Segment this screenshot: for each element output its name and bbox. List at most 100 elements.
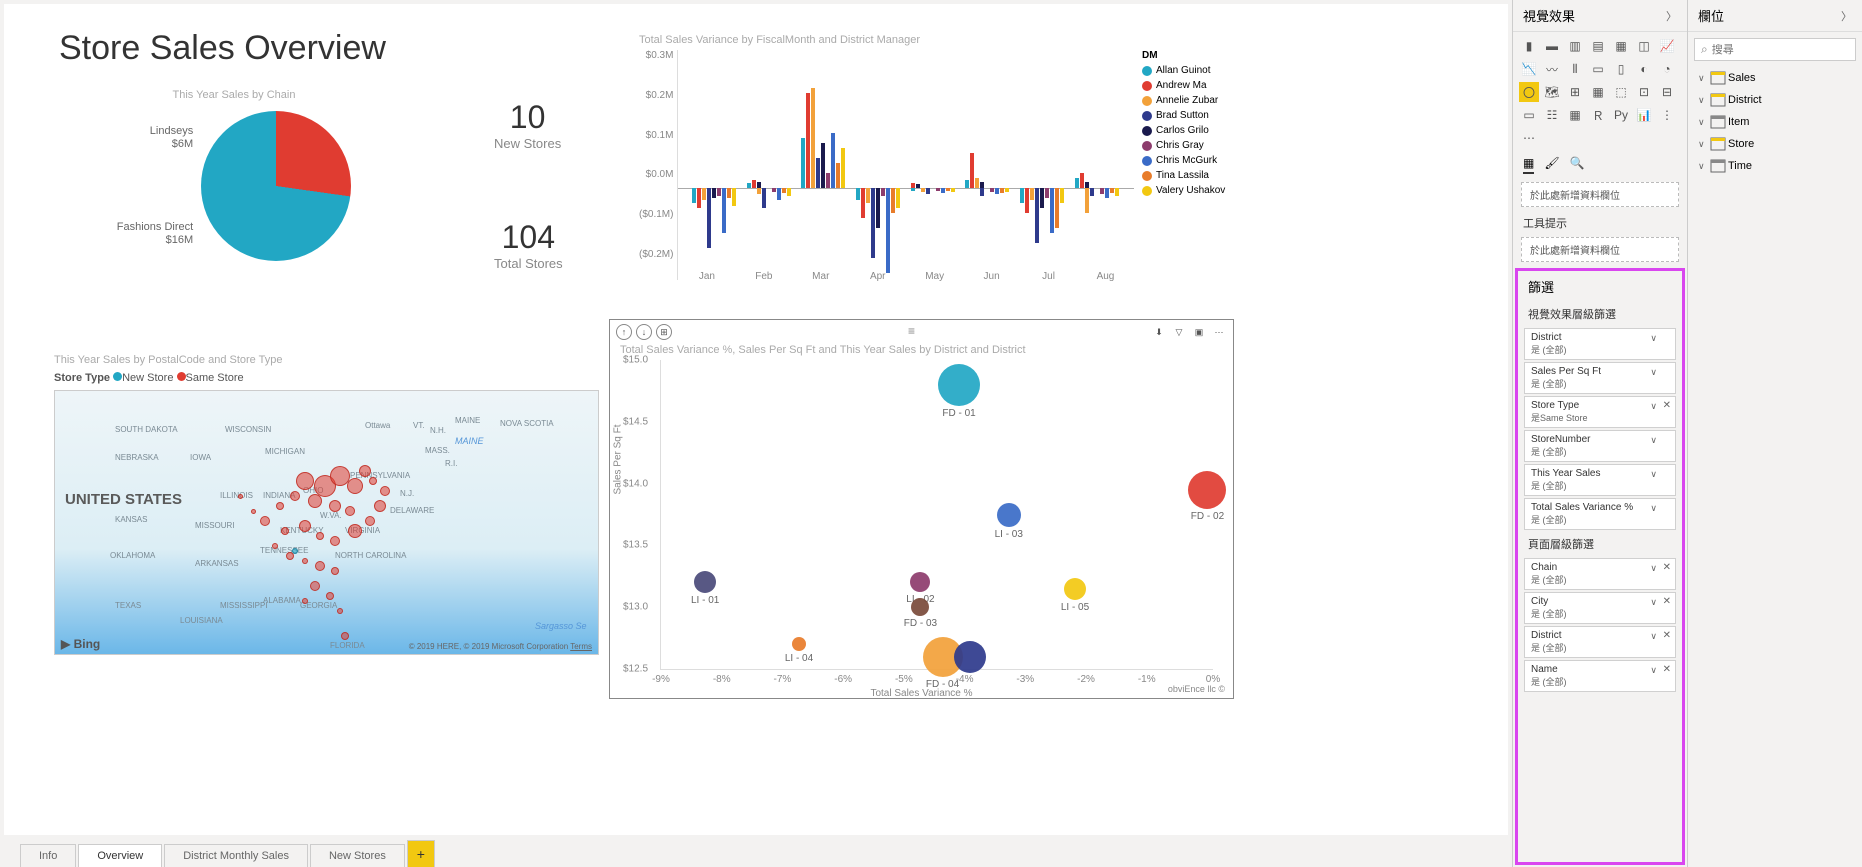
analytics-tab-icon[interactable]: 🔍 (1570, 156, 1585, 174)
viz-more-icon[interactable]: ⋯ (1519, 128, 1539, 148)
viz-type-icon[interactable]: Py (1611, 105, 1631, 125)
filter-card[interactable]: Sales Per Sq Ft是 (全部)∨ (1524, 362, 1676, 394)
data-fields-drop[interactable]: 於此處新增資料欄位 (1521, 182, 1679, 207)
bar-legend: DM Allan GuinotAndrew MaAnnelie ZubarBra… (1134, 50, 1234, 280)
kpi-new-stores[interactable]: 10 New Stores (494, 99, 561, 151)
pie-label-lindseys: Lindseys$6M (117, 125, 193, 151)
viz-type-icon[interactable]: 〇 (1519, 82, 1539, 102)
add-page-button[interactable]: + (407, 840, 435, 867)
viz-type-icon[interactable]: ▬ (1542, 36, 1562, 56)
remove-filter-icon[interactable]: ✕ (1663, 630, 1671, 641)
filter-card[interactable]: This Year Sales是 (全部)∨ (1524, 464, 1676, 496)
kpi-total-stores[interactable]: 104 Total Stores (494, 219, 563, 271)
viz-type-icon[interactable]: ⬚ (1611, 82, 1631, 102)
tab-new-stores[interactable]: New Stores (310, 844, 405, 867)
bing-logo: ▶ Bing (61, 637, 100, 651)
export-icon[interactable]: ⬇ (1151, 324, 1167, 340)
viz-type-icon[interactable]: 〰 (1542, 59, 1562, 79)
map-box[interactable]: UNITED STATES ▶ Bing © 2019 HERE, © 2019… (54, 390, 599, 655)
pie-title: This Year Sales by Chain (59, 89, 409, 101)
chevron-right-icon[interactable]: 〉 (1841, 8, 1852, 24)
scatter-credit: obviEnce llc © (1168, 684, 1225, 694)
scatter-chart[interactable]: ↑ ↓ ⊞ ≡ ⬇ ▽ ▣ ⋯ Total Sales Variance %, … (609, 319, 1234, 699)
viz-panel-header[interactable]: 視覺效果〉 (1513, 0, 1687, 32)
filter-card[interactable]: StoreNumber是 (全部)∨ (1524, 430, 1676, 462)
viz-type-icon[interactable]: ⊞ (1565, 82, 1585, 102)
visualizations-panel: 視覺效果〉 ▮▬▥▤▦◫📈📉〰⫴▭▯◐◔〇🗺⊞▦⬚⊡⊟▭☷▦ＲPy📊⋮⋯ ▦ 🖌… (1512, 0, 1687, 867)
filter-icon[interactable]: ▽ (1171, 324, 1187, 340)
expand-icon[interactable]: ⊞ (656, 324, 672, 340)
filter-card[interactable]: City是 (全部)∨✕ (1524, 592, 1676, 624)
viz-type-icon[interactable]: ▤ (1588, 36, 1608, 56)
filter-card[interactable]: Store Type是Same Store∨✕ (1524, 396, 1676, 428)
viz-type-icon[interactable]: 🗺 (1542, 82, 1562, 102)
scatter-y-label: Sales Per Sq Ft (613, 424, 624, 494)
viz-type-icon[interactable]: ▭ (1519, 105, 1539, 125)
viz-type-icon[interactable]: ⊡ (1634, 82, 1654, 102)
search-icon: ⌕ (1701, 42, 1708, 57)
fields-search-input[interactable] (1712, 44, 1854, 56)
viz-type-icon[interactable]: ⊟ (1657, 82, 1677, 102)
field-table-sales[interactable]: ∨Sales (1688, 67, 1862, 89)
map-title: This Year Sales by PostalCode and Store … (54, 354, 599, 366)
filter-card[interactable]: Name是 (全部)∨✕ (1524, 660, 1676, 692)
viz-type-icon[interactable]: ⋮ (1657, 105, 1677, 125)
viz-type-icon[interactable]: ◔ (1657, 59, 1677, 79)
viz-type-icon[interactable]: ▦ (1611, 36, 1631, 56)
filter-card[interactable]: District是 (全部)∨ (1524, 328, 1676, 360)
filter-card[interactable]: Total Sales Variance %是 (全部)∨ (1524, 498, 1676, 530)
bar-chart[interactable]: Total Sales Variance by FiscalMonth and … (639, 34, 1234, 294)
map-terms-link[interactable]: Terms (570, 642, 592, 651)
viz-type-icon[interactable]: 📊 (1634, 105, 1654, 125)
tooltip-fields-drop[interactable]: 於此處新增資料欄位 (1521, 237, 1679, 262)
pie-visual[interactable] (201, 111, 351, 261)
field-table-district[interactable]: ∨District (1688, 89, 1862, 111)
viz-type-icon[interactable]: ▥ (1565, 36, 1585, 56)
tab-district-monthly-sales[interactable]: District Monthly Sales (164, 844, 308, 867)
drag-handle-icon[interactable]: ≡ (908, 324, 915, 340)
viz-type-icon[interactable]: 📈 (1657, 36, 1677, 56)
viz-type-icon[interactable]: ▯ (1611, 59, 1631, 79)
scatter-plot[interactable]: $15.0$14.5$14.0$13.5$13.0$12.5-9%-8%-7%-… (660, 360, 1213, 670)
focus-icon[interactable]: ▣ (1191, 324, 1207, 340)
viz-type-icon[interactable]: ◐ (1634, 59, 1654, 79)
remove-filter-icon[interactable]: ✕ (1663, 400, 1671, 411)
viz-type-icon[interactable]: ▦ (1588, 82, 1608, 102)
viz-type-icon[interactable]: ☷ (1542, 105, 1562, 125)
remove-filter-icon[interactable]: ✕ (1663, 596, 1671, 607)
viz-type-icon[interactable]: Ｒ (1588, 105, 1608, 125)
viz-type-icon[interactable]: ▭ (1588, 59, 1608, 79)
bar-plot[interactable]: JanFebMarAprMayJunJulAug (677, 50, 1134, 280)
fields-panel-header[interactable]: 欄位〉 (1688, 0, 1862, 32)
map-visual[interactable]: This Year Sales by PostalCode and Store … (54, 354, 599, 655)
scatter-x-label: Total Sales Variance % (610, 688, 1233, 699)
viz-type-icon[interactable]: ◫ (1634, 36, 1654, 56)
format-tab-icon[interactable]: 🖌 (1544, 156, 1559, 174)
map-us-label: UNITED STATES (65, 491, 182, 508)
viz-type-icon[interactable]: 📉 (1519, 59, 1539, 79)
page-tabs: InfoOverviewDistrict Monthly SalesNew St… (0, 839, 1512, 867)
viz-type-icon[interactable]: ▮ (1519, 36, 1539, 56)
tab-info[interactable]: Info (20, 844, 76, 867)
filter-card[interactable]: Chain是 (全部)∨✕ (1524, 558, 1676, 590)
scatter-title: Total Sales Variance %, Sales Per Sq Ft … (610, 344, 1233, 356)
report-canvas: Store Sales Overview This Year Sales by … (0, 0, 1512, 867)
viz-type-icon[interactable]: ▦ (1565, 105, 1585, 125)
field-table-time[interactable]: ∨Time (1688, 155, 1862, 177)
filter-card[interactable]: District是 (全部)∨✕ (1524, 626, 1676, 658)
fields-panel: 欄位〉 ⌕ ∨Sales∨District∨Item∨Store∨Time (1687, 0, 1862, 867)
remove-filter-icon[interactable]: ✕ (1663, 562, 1671, 573)
tab-overview[interactable]: Overview (78, 844, 162, 867)
pie-chart[interactable]: This Year Sales by Chain Lindseys$6M Fas… (59, 89, 409, 261)
field-table-item[interactable]: ∨Item (1688, 111, 1862, 133)
drill-up-icon[interactable]: ↑ (616, 324, 632, 340)
more-icon[interactable]: ⋯ (1211, 324, 1227, 340)
drill-down-icon[interactable]: ↓ (636, 324, 652, 340)
fields-tab-icon[interactable]: ▦ (1523, 156, 1534, 174)
remove-filter-icon[interactable]: ✕ (1663, 664, 1671, 675)
chevron-right-icon[interactable]: 〉 (1666, 8, 1677, 24)
fields-search[interactable]: ⌕ (1694, 38, 1856, 61)
field-table-store[interactable]: ∨Store (1688, 133, 1862, 155)
viz-type-icon[interactable]: ⫴ (1565, 59, 1585, 79)
report-page: Store Sales Overview This Year Sales by … (4, 4, 1508, 835)
